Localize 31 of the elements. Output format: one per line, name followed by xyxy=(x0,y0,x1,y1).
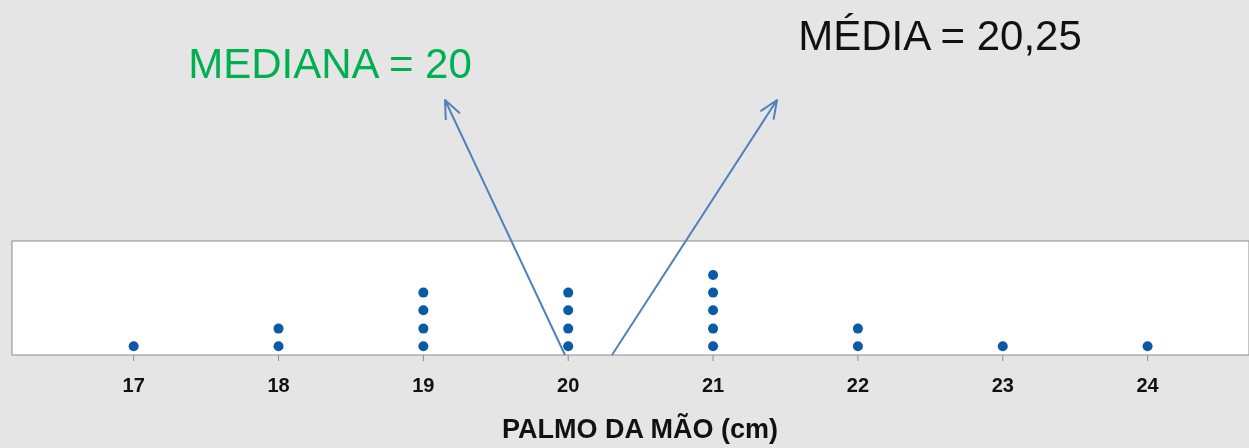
point xyxy=(708,270,719,280)
point xyxy=(1142,341,1153,352)
x-axis-title: PALMO DA MÃO (cm) xyxy=(502,413,778,444)
point xyxy=(273,323,284,334)
x-tick-label: 17 xyxy=(122,374,145,396)
point xyxy=(852,323,863,334)
x-tick-label: 18 xyxy=(267,374,290,396)
x-tick-label: 22 xyxy=(846,374,870,396)
point xyxy=(418,323,429,334)
point xyxy=(708,305,719,316)
point xyxy=(708,323,719,334)
point xyxy=(418,305,429,316)
text: MÉDIA = 20,25 xyxy=(798,12,1082,59)
x-tick-label: 19 xyxy=(412,374,435,396)
point xyxy=(563,323,574,334)
point xyxy=(418,287,429,298)
x-tick-label: 21 xyxy=(701,374,725,396)
point xyxy=(128,341,139,352)
point xyxy=(273,341,284,352)
point xyxy=(563,287,574,298)
x-tick-label: 23 xyxy=(991,374,1014,396)
point xyxy=(708,341,719,352)
point xyxy=(852,341,863,352)
point xyxy=(418,341,429,352)
point xyxy=(997,341,1008,352)
point xyxy=(563,305,574,316)
text: MEDIANA = 20 xyxy=(188,40,472,87)
x-tick-label: 24 xyxy=(1136,374,1160,396)
x-tick-label: 20 xyxy=(557,374,580,396)
point xyxy=(708,287,719,298)
point xyxy=(563,341,574,352)
